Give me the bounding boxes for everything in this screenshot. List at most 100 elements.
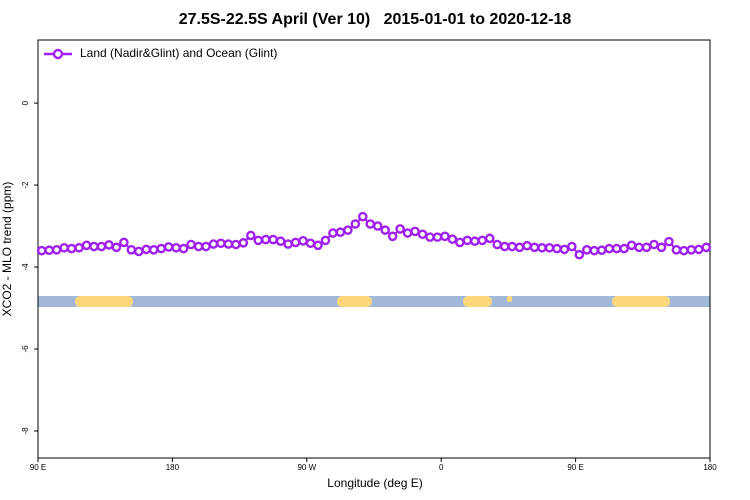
point bbox=[328, 228, 338, 238]
point bbox=[260, 234, 271, 245]
point bbox=[619, 243, 629, 254]
point bbox=[275, 236, 286, 247]
y-tick-label: -6 bbox=[21, 345, 30, 353]
point bbox=[305, 238, 316, 249]
point bbox=[492, 239, 503, 250]
point bbox=[626, 240, 637, 251]
point bbox=[119, 237, 129, 248]
point bbox=[380, 225, 391, 235]
point bbox=[126, 245, 137, 255]
point bbox=[499, 241, 510, 252]
y-tick-label: -8 bbox=[21, 427, 30, 435]
point bbox=[582, 245, 592, 255]
point bbox=[387, 231, 398, 242]
point bbox=[44, 245, 55, 256]
point bbox=[462, 235, 473, 246]
point bbox=[544, 242, 555, 253]
x-tick-label: 90 E bbox=[30, 463, 46, 472]
point bbox=[507, 241, 517, 252]
point bbox=[238, 238, 249, 248]
chart-title: 27.5S-22.5S April (Ver 10) 2015-01-01 to… bbox=[179, 11, 572, 28]
point bbox=[163, 242, 174, 252]
point bbox=[81, 240, 92, 251]
point bbox=[156, 243, 166, 254]
point bbox=[529, 242, 540, 253]
point bbox=[36, 245, 47, 256]
point bbox=[641, 242, 652, 253]
point bbox=[596, 245, 607, 256]
point bbox=[686, 245, 697, 255]
point bbox=[484, 233, 495, 244]
point bbox=[679, 245, 689, 256]
point bbox=[514, 242, 525, 253]
point bbox=[395, 224, 405, 234]
legend-label: Land (Nadir&Glint) and Ocean (Glint) bbox=[80, 46, 277, 60]
point bbox=[589, 245, 600, 256]
point bbox=[74, 242, 84, 253]
point bbox=[96, 241, 107, 252]
point bbox=[552, 243, 562, 254]
point bbox=[410, 226, 420, 237]
legend-marker bbox=[52, 48, 64, 60]
point bbox=[455, 237, 465, 248]
point bbox=[320, 235, 331, 246]
point bbox=[245, 230, 256, 241]
point bbox=[671, 245, 682, 255]
point bbox=[357, 211, 368, 222]
y-tick-label: 0 bbox=[21, 100, 30, 105]
point bbox=[208, 239, 219, 249]
point bbox=[268, 234, 279, 245]
point bbox=[432, 232, 443, 242]
point bbox=[111, 242, 122, 253]
point bbox=[567, 241, 577, 252]
point bbox=[141, 244, 152, 255]
point bbox=[402, 228, 413, 238]
point bbox=[178, 243, 189, 254]
point bbox=[350, 219, 361, 229]
point bbox=[313, 240, 323, 251]
point bbox=[89, 241, 99, 252]
point bbox=[604, 243, 615, 254]
point bbox=[701, 242, 712, 253]
point bbox=[343, 225, 353, 235]
point bbox=[283, 239, 293, 249]
point bbox=[59, 242, 69, 253]
y-tick-label: -2 bbox=[21, 181, 30, 189]
point bbox=[298, 236, 308, 246]
point bbox=[656, 242, 667, 253]
point bbox=[559, 244, 570, 255]
point bbox=[335, 227, 346, 237]
x-tick-label: 180 bbox=[166, 463, 180, 472]
point bbox=[231, 239, 241, 250]
land-ocean-strip bbox=[38, 296, 710, 307]
point bbox=[694, 244, 704, 255]
point bbox=[51, 245, 62, 255]
point bbox=[574, 249, 585, 260]
point bbox=[193, 241, 204, 252]
point bbox=[447, 234, 458, 244]
point bbox=[148, 245, 159, 255]
point bbox=[186, 239, 196, 250]
x-axis-label: Longitude (deg E) bbox=[327, 476, 422, 490]
point bbox=[417, 229, 428, 240]
point bbox=[537, 242, 547, 253]
point bbox=[223, 239, 234, 249]
point bbox=[290, 237, 301, 248]
point bbox=[425, 232, 435, 242]
point bbox=[66, 243, 77, 254]
x-tick-label: 90 W bbox=[297, 463, 316, 472]
point bbox=[477, 235, 488, 246]
y-tick-label: -4 bbox=[21, 263, 30, 271]
point bbox=[104, 240, 114, 250]
point bbox=[522, 240, 532, 251]
point bbox=[171, 242, 181, 253]
point bbox=[365, 219, 376, 229]
point bbox=[469, 236, 480, 247]
point bbox=[664, 236, 674, 247]
point bbox=[634, 242, 644, 253]
y-axis-label: XCO2 - MLO trend (ppm) bbox=[0, 182, 14, 317]
point bbox=[372, 221, 383, 231]
point bbox=[253, 235, 264, 246]
point bbox=[649, 239, 659, 250]
